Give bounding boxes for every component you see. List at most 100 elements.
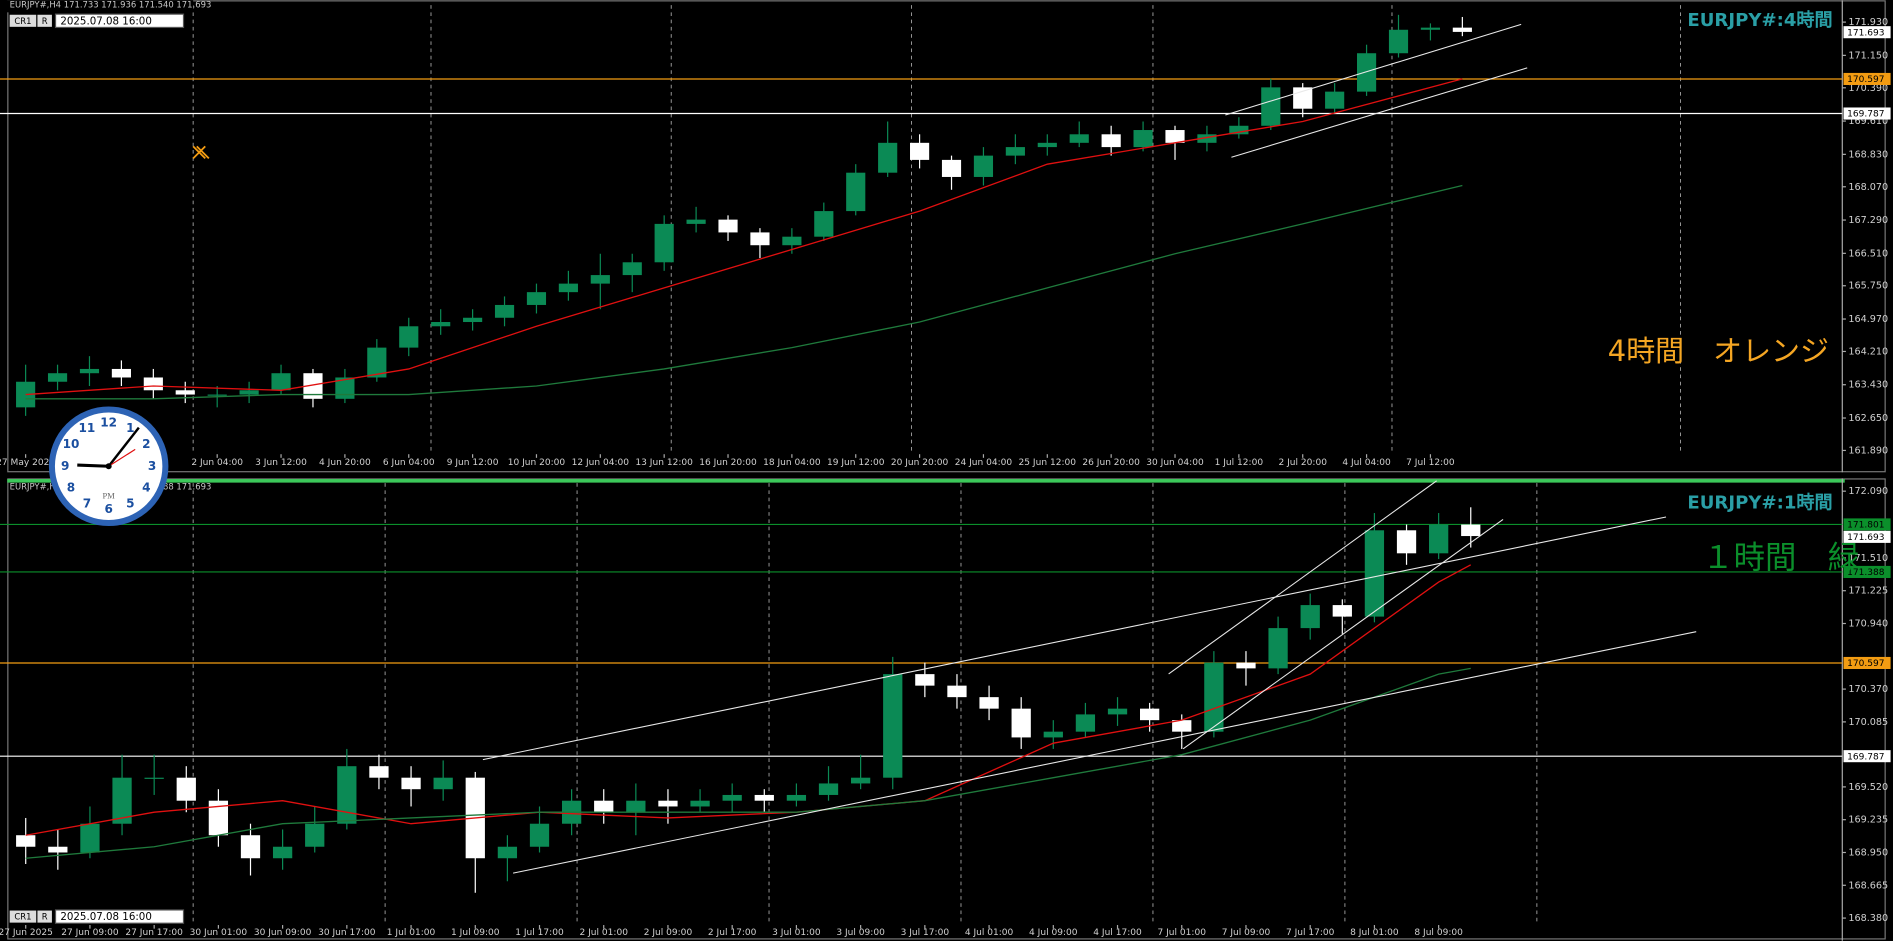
price-level-label: 170.597 [1847, 75, 1884, 85]
clock-pin [105, 463, 112, 470]
candle [399, 317, 419, 357]
candle [1356, 44, 1377, 96]
candle-body [1332, 605, 1352, 617]
candle-body [1236, 662, 1256, 669]
candle [718, 215, 738, 241]
candle-body [1429, 524, 1449, 554]
candle [1101, 125, 1121, 156]
candle [1133, 121, 1153, 152]
candle [1429, 513, 1449, 560]
moving-average [25, 667, 1471, 859]
candle-body [367, 347, 387, 378]
candle-body [1356, 53, 1377, 92]
candle-body [305, 823, 325, 847]
clock-numeral: 8 [67, 481, 75, 495]
candle [497, 835, 518, 882]
candle [1452, 16, 1472, 37]
price-level-label: 171.388 [1847, 568, 1885, 578]
clock-numeral: 12 [100, 415, 117, 429]
candle-body [1461, 524, 1481, 537]
x-tick-label: 26 Jun 20:00 [1082, 458, 1140, 468]
candle-body [1268, 628, 1288, 669]
chart-annotation: １時間 緑 [1702, 540, 1859, 576]
candle-body [1133, 130, 1153, 148]
candle [47, 364, 68, 391]
clock-numeral: 2 [142, 437, 150, 451]
candle [979, 685, 999, 721]
moving-average [25, 184, 1463, 400]
clock-period: PM [103, 490, 116, 500]
candle-body [111, 368, 131, 378]
candle [1261, 78, 1281, 131]
candle-body [590, 275, 610, 284]
candle [558, 270, 578, 301]
candle-body [1172, 720, 1192, 732]
candle-body [1037, 142, 1057, 148]
candle [1037, 134, 1057, 156]
y-tick-label: 168.950 [1848, 847, 1888, 858]
x-tick-label: 7 Jul 17:00 [1286, 928, 1335, 938]
clock-numeral: 6 [104, 502, 112, 516]
x-tick-label: 25 Jun 12:00 [1019, 458, 1077, 468]
candle-body [144, 777, 164, 779]
candle-body [494, 304, 515, 318]
candle-body [878, 142, 898, 173]
candle-body [143, 377, 163, 391]
price-level-box [1843, 72, 1891, 85]
x-tick-label: 30 Jun 04:00 [1146, 458, 1204, 468]
candle-body [176, 777, 196, 801]
button[interactable] [37, 14, 52, 27]
x-tick-label: 2 Jul 20:00 [1278, 458, 1327, 468]
x-tick-label: 16 Jun 20:00 [699, 458, 757, 468]
button-label[interactable]: CR1 [14, 912, 31, 922]
x-tick-label: 30 Jun 01:00 [190, 928, 248, 938]
x-tick-label: 1 Jul 01:00 [387, 928, 436, 938]
x-tick-label: 27 Jun 09:00 [61, 928, 119, 938]
candle-body [526, 292, 547, 305]
y-tick-label: 165.750 [1848, 281, 1888, 292]
price-level-box [1843, 518, 1891, 531]
y-tick-label: 164.970 [1848, 314, 1888, 325]
trend-line [1231, 67, 1528, 158]
x-tick-label: 1 Jul 12:00 [1215, 458, 1264, 468]
candle-body [915, 674, 935, 686]
button-label[interactable]: R [42, 912, 48, 922]
candle-body [175, 390, 195, 395]
candle [878, 121, 898, 177]
period-separators [192, 5, 1682, 924]
x-tick-label: 2 Jun 04:00 [191, 458, 243, 468]
candle-body [1069, 134, 1089, 143]
x-tick-label: 19 Jun 12:00 [827, 458, 885, 468]
button[interactable] [9, 14, 37, 27]
candle [1197, 125, 1217, 152]
y-tick-label: 169.520 [1848, 782, 1888, 793]
candle-body [337, 766, 357, 824]
candle [722, 783, 742, 813]
button-label[interactable]: R [42, 16, 48, 26]
candle [947, 674, 967, 709]
candle-body [754, 794, 774, 801]
candle-body [654, 223, 674, 263]
candle [526, 283, 547, 314]
candle-body [1204, 662, 1224, 732]
candle-body [814, 211, 834, 237]
y-tick-label: 168.070 [1848, 182, 1888, 193]
x-tick-label: 4 Jul 01:00 [965, 928, 1014, 938]
candle-body [240, 835, 261, 859]
price-level-box [1843, 656, 1891, 670]
candle [1461, 507, 1481, 548]
button-label[interactable]: CR1 [14, 16, 31, 26]
button[interactable] [9, 910, 37, 923]
candle [335, 368, 355, 404]
candle-body [1452, 27, 1472, 32]
candle-body [529, 823, 550, 847]
price-chart: 161.890 162.650 163.430 164.210 164.970 165.7… [0, 10, 1891, 468]
candle-body [16, 835, 36, 847]
button[interactable] [37, 910, 52, 923]
candle [1332, 599, 1352, 634]
y-tick-label: 164.210 [1848, 346, 1888, 357]
candle-body [973, 155, 994, 177]
moving-average [25, 78, 1463, 396]
candle-body [463, 317, 483, 323]
